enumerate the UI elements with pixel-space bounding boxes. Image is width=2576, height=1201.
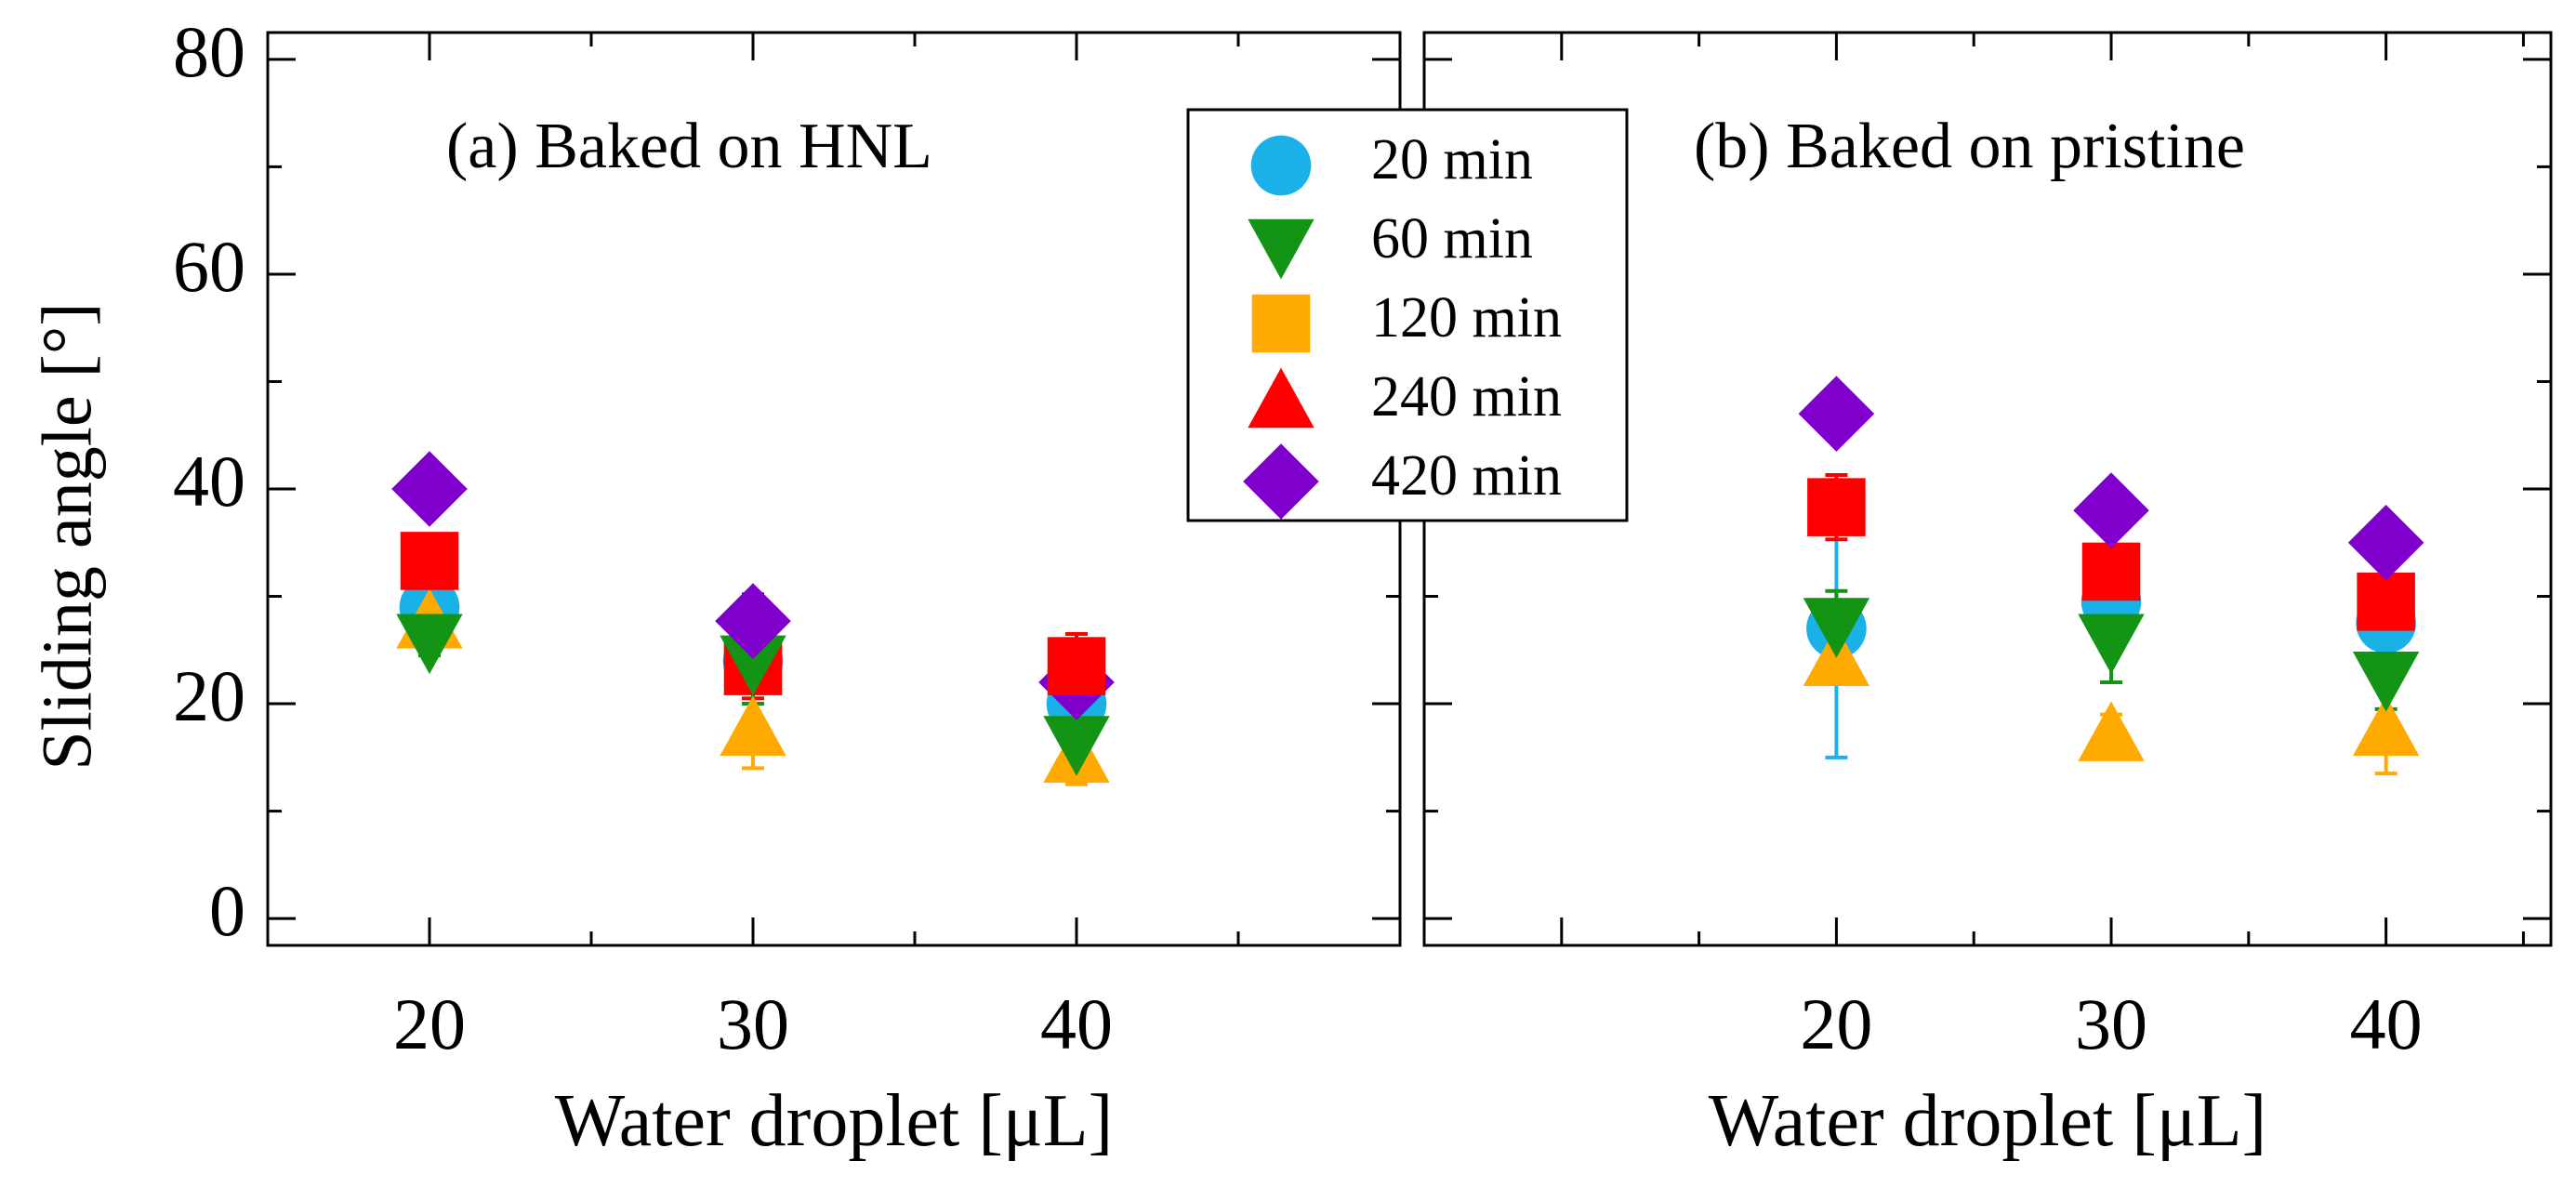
x-tick-label: 30: [2075, 983, 2147, 1064]
panel-pristine: (b) Baked on pristine 20 30 40 Water dropl…: [1422, 31, 2553, 1162]
y-tick-label: 40: [173, 441, 245, 521]
data-point-60-min: [1043, 716, 1110, 776]
data-point-240-min: [2357, 573, 2415, 631]
x-tick-label: 20: [393, 983, 466, 1064]
y-tick-label: 20: [173, 655, 245, 736]
legend-label: 420 min: [1371, 444, 1562, 508]
x-axis-label-pristine: Water droplet [μL]: [1709, 1080, 2267, 1162]
data-point-420-min: [1798, 376, 1875, 452]
data-point-120-min: [720, 695, 786, 757]
legend-marker-420-min: [1243, 443, 1319, 520]
x-tick-label: 30: [717, 983, 789, 1064]
legend-label: 60 min: [1371, 207, 1533, 271]
data-point-420-min: [2073, 472, 2149, 548]
data-point-60-min: [396, 614, 463, 675]
data-point-240-min: [2081, 542, 2141, 601]
panel-title-hnl: (a) Baked on HNL: [446, 111, 932, 182]
data-point-120-min: [2352, 695, 2420, 757]
y-tick-label: 80: [173, 11, 245, 92]
x-tick-label: 40: [2350, 983, 2423, 1064]
data-point-420-min: [391, 451, 468, 527]
data-point-60-min: [1803, 598, 1870, 658]
legend-label: 240 min: [1371, 365, 1562, 429]
panel-title-pristine: (b) Baked on pristine: [1694, 111, 2245, 182]
legend-label: 120 min: [1371, 286, 1562, 350]
y-axis-label: Sliding angle [°]: [28, 302, 106, 770]
x-tick-label: 40: [1040, 983, 1113, 1064]
marker-layer-hnl: [391, 451, 1115, 784]
data-point-60-min: [720, 635, 786, 696]
data-point-240-min: [1047, 637, 1106, 695]
y-tick-label: 60: [173, 226, 245, 307]
legend-marker-240-min: [1248, 367, 1314, 429]
data-point-60-min: [2352, 651, 2420, 712]
legend-marker-60-min: [1248, 218, 1314, 280]
tick-layer-pristine: 20 30 40: [1422, 33, 2551, 1064]
legend-label: 20 min: [1371, 128, 1533, 191]
data-point-120-min: [2078, 701, 2145, 761]
data-point-240-min: [400, 532, 459, 590]
marker-layer-pristine: [1798, 376, 2424, 761]
legend-marker-20-min: [1250, 135, 1312, 196]
y-tick-label: 0: [209, 870, 245, 951]
data-point-60-min: [2078, 614, 2145, 675]
data-point-420-min: [2347, 504, 2424, 581]
x-tick-label: 20: [1800, 983, 1872, 1064]
panel-hnl: (a) Baked on HNL 0 20 40 60 80 20 30 40 Water d…: [173, 11, 1402, 1162]
data-point-420-min: [715, 583, 791, 659]
x-axis-label-hnl: Water droplet [μL]: [555, 1080, 1114, 1162]
legend-marker-120-min: [1251, 294, 1311, 353]
legend: 20 min 60 min 120 min 240 min 420 min: [1186, 108, 1629, 522]
legend-entries: 20 min 60 min 120 min 240 min 420 min: [1243, 128, 1562, 520]
data-point-240-min: [1807, 478, 1866, 536]
